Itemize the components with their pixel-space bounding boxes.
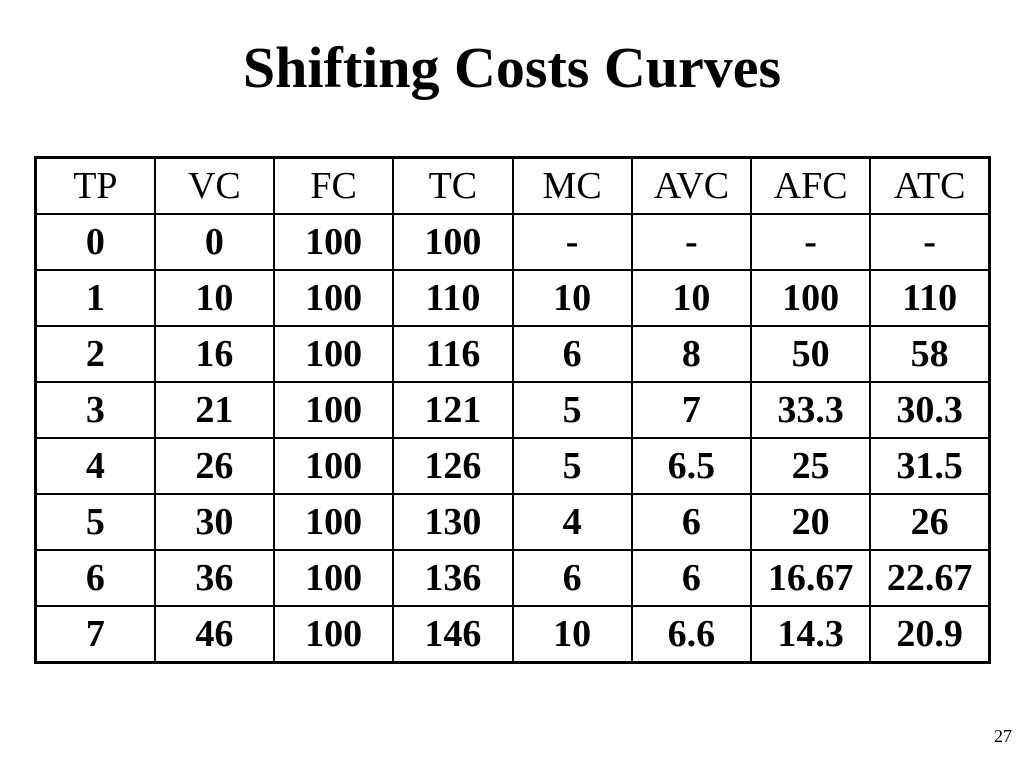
table-cell: - bbox=[630, 213, 753, 271]
table-cell: 6 bbox=[630, 493, 753, 551]
table-cell: 100 bbox=[272, 269, 395, 327]
table-cell: 126 bbox=[392, 437, 514, 495]
table-cell: 6 bbox=[511, 549, 633, 607]
table-cell: 30 bbox=[153, 493, 276, 551]
table-cell: 130 bbox=[392, 493, 514, 551]
table-cell: 50 bbox=[749, 325, 872, 383]
table-cell: 3 bbox=[34, 381, 156, 439]
table-cell: 6.5 bbox=[630, 437, 753, 495]
table-cell: 14.3 bbox=[749, 605, 872, 664]
table-cell: 100 bbox=[272, 605, 395, 664]
table-cell: 8 bbox=[630, 325, 753, 383]
header-cell-tp: TP bbox=[34, 156, 156, 215]
table-cell: 46 bbox=[153, 605, 276, 664]
table-row: 3 21 100 121 5 7 33.3 30.3 bbox=[34, 381, 991, 439]
table-cell: 110 bbox=[869, 269, 991, 327]
header-cell-tc: TC bbox=[392, 156, 514, 215]
table-cell: 2 bbox=[34, 325, 156, 383]
cost-table: TP VC FC TC MC AVC AFC ATC 0 0 100 100- - - -1… bbox=[34, 156, 991, 664]
table-cell: 36 bbox=[153, 549, 276, 607]
table-cell: 25 bbox=[749, 437, 872, 495]
table-cell: 0 bbox=[34, 213, 156, 271]
table-body: 0 0 100 100- - - -1 10 100 110 10 10 100 110 2 16 100 116… bbox=[34, 213, 991, 664]
table-row: 5 30 100 130 4 6 20 26 bbox=[34, 493, 991, 551]
table-cell: 110 bbox=[392, 269, 514, 327]
table-header-row: TP VC FC TC MC AVC AFC ATC bbox=[34, 156, 991, 215]
table-cell: 100 bbox=[272, 437, 395, 495]
table-cell: 100 bbox=[392, 213, 514, 271]
table-cell: 1 bbox=[34, 269, 156, 327]
table-cell: 100 bbox=[272, 549, 395, 607]
table-cell: 100 bbox=[272, 493, 395, 551]
table-cell: 5 bbox=[511, 381, 633, 439]
table-cell: 5 bbox=[511, 437, 633, 495]
table-cell: 10 bbox=[511, 605, 633, 664]
table-cell: 10 bbox=[153, 269, 276, 327]
table-cell: 20.9 bbox=[869, 605, 991, 664]
slide-title: Shifting Costs Curves bbox=[242, 35, 782, 100]
table-cell: 26 bbox=[869, 493, 991, 551]
table-cell: 22.67 bbox=[869, 549, 991, 607]
table-cell: 16 bbox=[153, 325, 276, 383]
header-cell-atc: ATC bbox=[869, 156, 991, 215]
table-cell: 7 bbox=[34, 605, 156, 664]
table-cell: 0 bbox=[153, 213, 276, 271]
table-row: 6 36 100 136 6 6 16.67 22.67 bbox=[34, 549, 991, 607]
table-cell: 4 bbox=[511, 493, 633, 551]
table-cell: - bbox=[511, 213, 633, 271]
table-row: 0 0 100 100- - - - bbox=[34, 213, 991, 271]
table-cell: 20 bbox=[749, 493, 872, 551]
table-cell: 21 bbox=[153, 381, 276, 439]
table-cell: 6.6 bbox=[630, 605, 753, 664]
table-row: 2 16 100 116 6 8 50 58 bbox=[34, 325, 991, 383]
table-cell: 30.3 bbox=[869, 381, 991, 439]
table-cell: - bbox=[869, 213, 991, 271]
table-cell: 10 bbox=[511, 269, 633, 327]
table-cell: 10 bbox=[630, 269, 753, 327]
table-cell: 100 bbox=[749, 269, 872, 327]
header-cell-avc: AVC bbox=[630, 156, 753, 215]
table-cell: 146 bbox=[392, 605, 514, 664]
table-cell: 16.67 bbox=[749, 549, 872, 607]
table-cell: 116 bbox=[392, 325, 514, 383]
table-cell: 6 bbox=[34, 549, 156, 607]
page-number: 27 bbox=[994, 726, 1012, 746]
table-cell: 6 bbox=[630, 549, 753, 607]
table-row: 7 46 100 146 10 6.6 14.3 20.9 bbox=[34, 605, 991, 664]
table-cell: 58 bbox=[869, 325, 991, 383]
header-cell-mc: MC bbox=[511, 156, 633, 215]
table-cell: 100 bbox=[272, 213, 395, 271]
table-row: 4 26 100 126 5 6.5 25 31.5 bbox=[34, 437, 991, 495]
table-cell: 33.3 bbox=[749, 381, 872, 439]
table-cell: 121 bbox=[392, 381, 514, 439]
table-cell: 100 bbox=[272, 325, 395, 383]
header-cell-fc: FC bbox=[272, 156, 395, 215]
table-cell: 7 bbox=[630, 381, 753, 439]
table-cell: 100 bbox=[272, 381, 395, 439]
table-cell: 4 bbox=[34, 437, 156, 495]
table-cell: 26 bbox=[153, 437, 276, 495]
header-cell-afc: AFC bbox=[749, 156, 872, 215]
header-cell-vc: VC bbox=[153, 156, 276, 215]
table-cell: 5 bbox=[34, 493, 156, 551]
table-cell: - bbox=[749, 213, 872, 271]
table-row: 1 10 100 110 10 10 100 110 bbox=[34, 269, 991, 327]
table-cell: 136 bbox=[392, 549, 514, 607]
table-cell: 31.5 bbox=[869, 437, 991, 495]
table-cell: 6 bbox=[511, 325, 633, 383]
